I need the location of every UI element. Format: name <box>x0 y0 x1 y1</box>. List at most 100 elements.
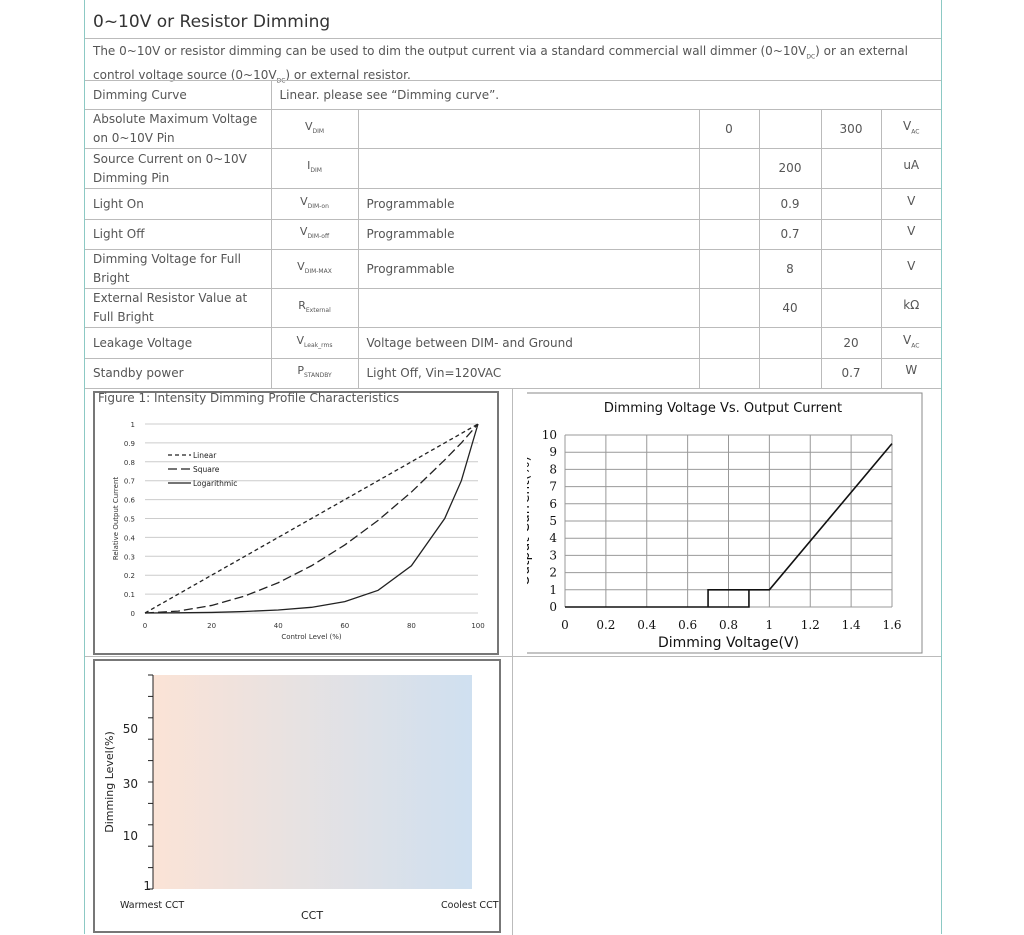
x-tick-label: 20 <box>207 622 216 630</box>
param-cell: Dimming Voltage for Full Bright <box>85 249 272 289</box>
x-tick-label: 1.4 <box>842 618 861 632</box>
typ-cell: 40 <box>758 288 822 328</box>
condition-cell <box>357 148 700 189</box>
condition-cell: Programmable <box>357 219 700 250</box>
y-tick-label: 0.5 <box>124 516 135 524</box>
max-cell <box>820 288 882 328</box>
symbol-cell: IDIM <box>270 148 359 189</box>
y-tick-label: 0.6 <box>124 497 136 505</box>
y-tick-label: 6 <box>549 497 557 511</box>
section-title: 0~10V or Resistor Dimming <box>93 12 331 32</box>
param-cell: Light Off <box>85 219 272 250</box>
x-tick-label: 80 <box>407 622 416 630</box>
unit-cell: V <box>880 188 941 220</box>
y-axis-label: Output Current(%) <box>527 456 533 586</box>
figure-1-cell: Figure 1: Intensity Dimming Profile Char… <box>85 388 513 657</box>
min-cell <box>698 219 760 250</box>
symbol-cell: VLeak_rms <box>270 327 359 359</box>
table-row: Light Off VDIM-off Programmable 0.7 V <box>85 219 941 250</box>
max-cell: 0.7 <box>820 358 882 389</box>
symbol-cell: VDIM-off <box>270 219 359 250</box>
x-tick-label: 40 <box>274 622 283 630</box>
voltage-current-chart: Dimming Voltage Vs. Output Current 0 1 2 3 4 5… <box>527 392 923 654</box>
symbol-cell: VDIM-on <box>270 188 359 220</box>
y-tick-label: 8 <box>549 462 557 476</box>
table-row: Absolute Maximum Voltage on 0~10V Pin VD… <box>85 109 941 149</box>
max-cell: 300 <box>820 109 882 149</box>
table-row: Dimming Voltage for Full Bright VDIM-MAX… <box>85 249 941 289</box>
unit-cell: VAC <box>880 327 941 359</box>
x-tick-label: 1.2 <box>801 618 820 632</box>
x-tick-label: 60 <box>340 622 349 630</box>
y-tick-label: 0 <box>549 600 557 614</box>
max-cell <box>820 219 882 250</box>
x-axis-label: Dimming Voltage(V) <box>658 635 799 651</box>
y-tick-label: 4 <box>549 531 557 545</box>
legend-label: Linear <box>193 451 217 460</box>
y-tick-label: 9 <box>549 445 557 459</box>
x-tick-label: 0 <box>561 618 569 632</box>
datasheet-page: 0~10V or Resistor Dimming The 0~10V or r… <box>84 0 942 935</box>
symbol-cell: PSTANDBY <box>270 358 359 389</box>
x-tick-label: 0.4 <box>637 618 656 632</box>
typ-cell <box>758 358 822 389</box>
max-cell <box>820 188 882 220</box>
param-cell: Standby power <box>85 358 272 389</box>
y-tick-label: 1 <box>131 421 135 429</box>
y-tick-label: 1 <box>549 583 557 597</box>
y-tick-label: 0.4 <box>124 534 136 542</box>
param-cell: Light On <box>85 188 272 220</box>
typ-cell: 200 <box>758 148 822 189</box>
table-row: Light On VDIM-on Programmable 0.9 V <box>85 188 941 220</box>
y-tick-label: 0.9 <box>124 440 135 448</box>
y-tick-label: 1 <box>143 879 151 893</box>
condition-cell: Light Off, Vin=120VAC <box>357 358 700 389</box>
typ-cell: 8 <box>758 249 822 289</box>
min-cell <box>698 288 760 328</box>
min-cell: 0 <box>698 109 760 149</box>
chart-title: Dimming Voltage Vs. Output Current <box>604 401 842 416</box>
y-tick-label: 7 <box>549 480 557 494</box>
chart-frame <box>93 391 499 655</box>
param-cell: Leakage Voltage <box>85 327 272 359</box>
x-tick-label: 0.6 <box>678 618 697 632</box>
typ-cell <box>758 327 822 359</box>
min-cell <box>698 188 760 220</box>
typ-cell: 0.7 <box>758 219 822 250</box>
table-row: Leakage Voltage VLeak_rms Voltage betwee… <box>85 327 941 359</box>
condition-cell <box>357 109 700 149</box>
series-line <box>565 443 893 608</box>
y-axis-label: Relative Output Current <box>112 477 120 561</box>
param-cell: Absolute Maximum Voltage on 0~10V Pin <box>85 109 272 149</box>
max-cell <box>820 249 882 289</box>
y-tick-label: 10 <box>123 829 138 843</box>
table-row: Dimming Curve Linear. please see “Dimming… <box>85 80 941 110</box>
x-tick-label: 1 <box>766 618 774 632</box>
y-tick-label: 10 <box>542 428 557 442</box>
y-tick-label: 5 <box>549 514 557 528</box>
x-tick-label: 0 <box>143 622 147 630</box>
x-tick-label: 0.2 <box>596 618 615 632</box>
section-description: The 0~10V or resistor dimming can be use… <box>85 38 941 85</box>
specs-table: Dimming Curve Linear. please see “Dimming… <box>85 80 941 389</box>
symbol-cell: VDIM <box>270 109 359 149</box>
y-tick-label: 0 <box>131 610 135 618</box>
unit-cell: W <box>880 358 941 389</box>
min-cell <box>698 327 760 359</box>
max-cell: 20 <box>820 327 882 359</box>
x-axis-label: CCT <box>301 909 323 922</box>
y-tick-label: 50 <box>123 722 138 736</box>
series-line-logarithmic <box>144 423 479 614</box>
y-tick-label: 0.1 <box>124 591 135 599</box>
chart-title: Figure 1: Intensity Dimming Profile Char… <box>98 391 399 405</box>
x-tick-label-warm: Warmest CCT <box>120 900 184 911</box>
y-tick-label: 0.7 <box>124 478 135 486</box>
y-tick-label: 3 <box>549 548 557 562</box>
condition-cell: Programmable <box>357 188 700 220</box>
x-tick-label: 1.6 <box>882 618 901 632</box>
param-cell: External Resistor Value at Full Bright <box>85 288 272 328</box>
y-tick-label: 0.2 <box>124 572 135 580</box>
table-row: Standby power PSTANDBY Light Off, Vin=12… <box>85 358 941 389</box>
x-tick-label: 100 <box>471 622 484 630</box>
y-tick-label: 2 <box>549 566 557 580</box>
